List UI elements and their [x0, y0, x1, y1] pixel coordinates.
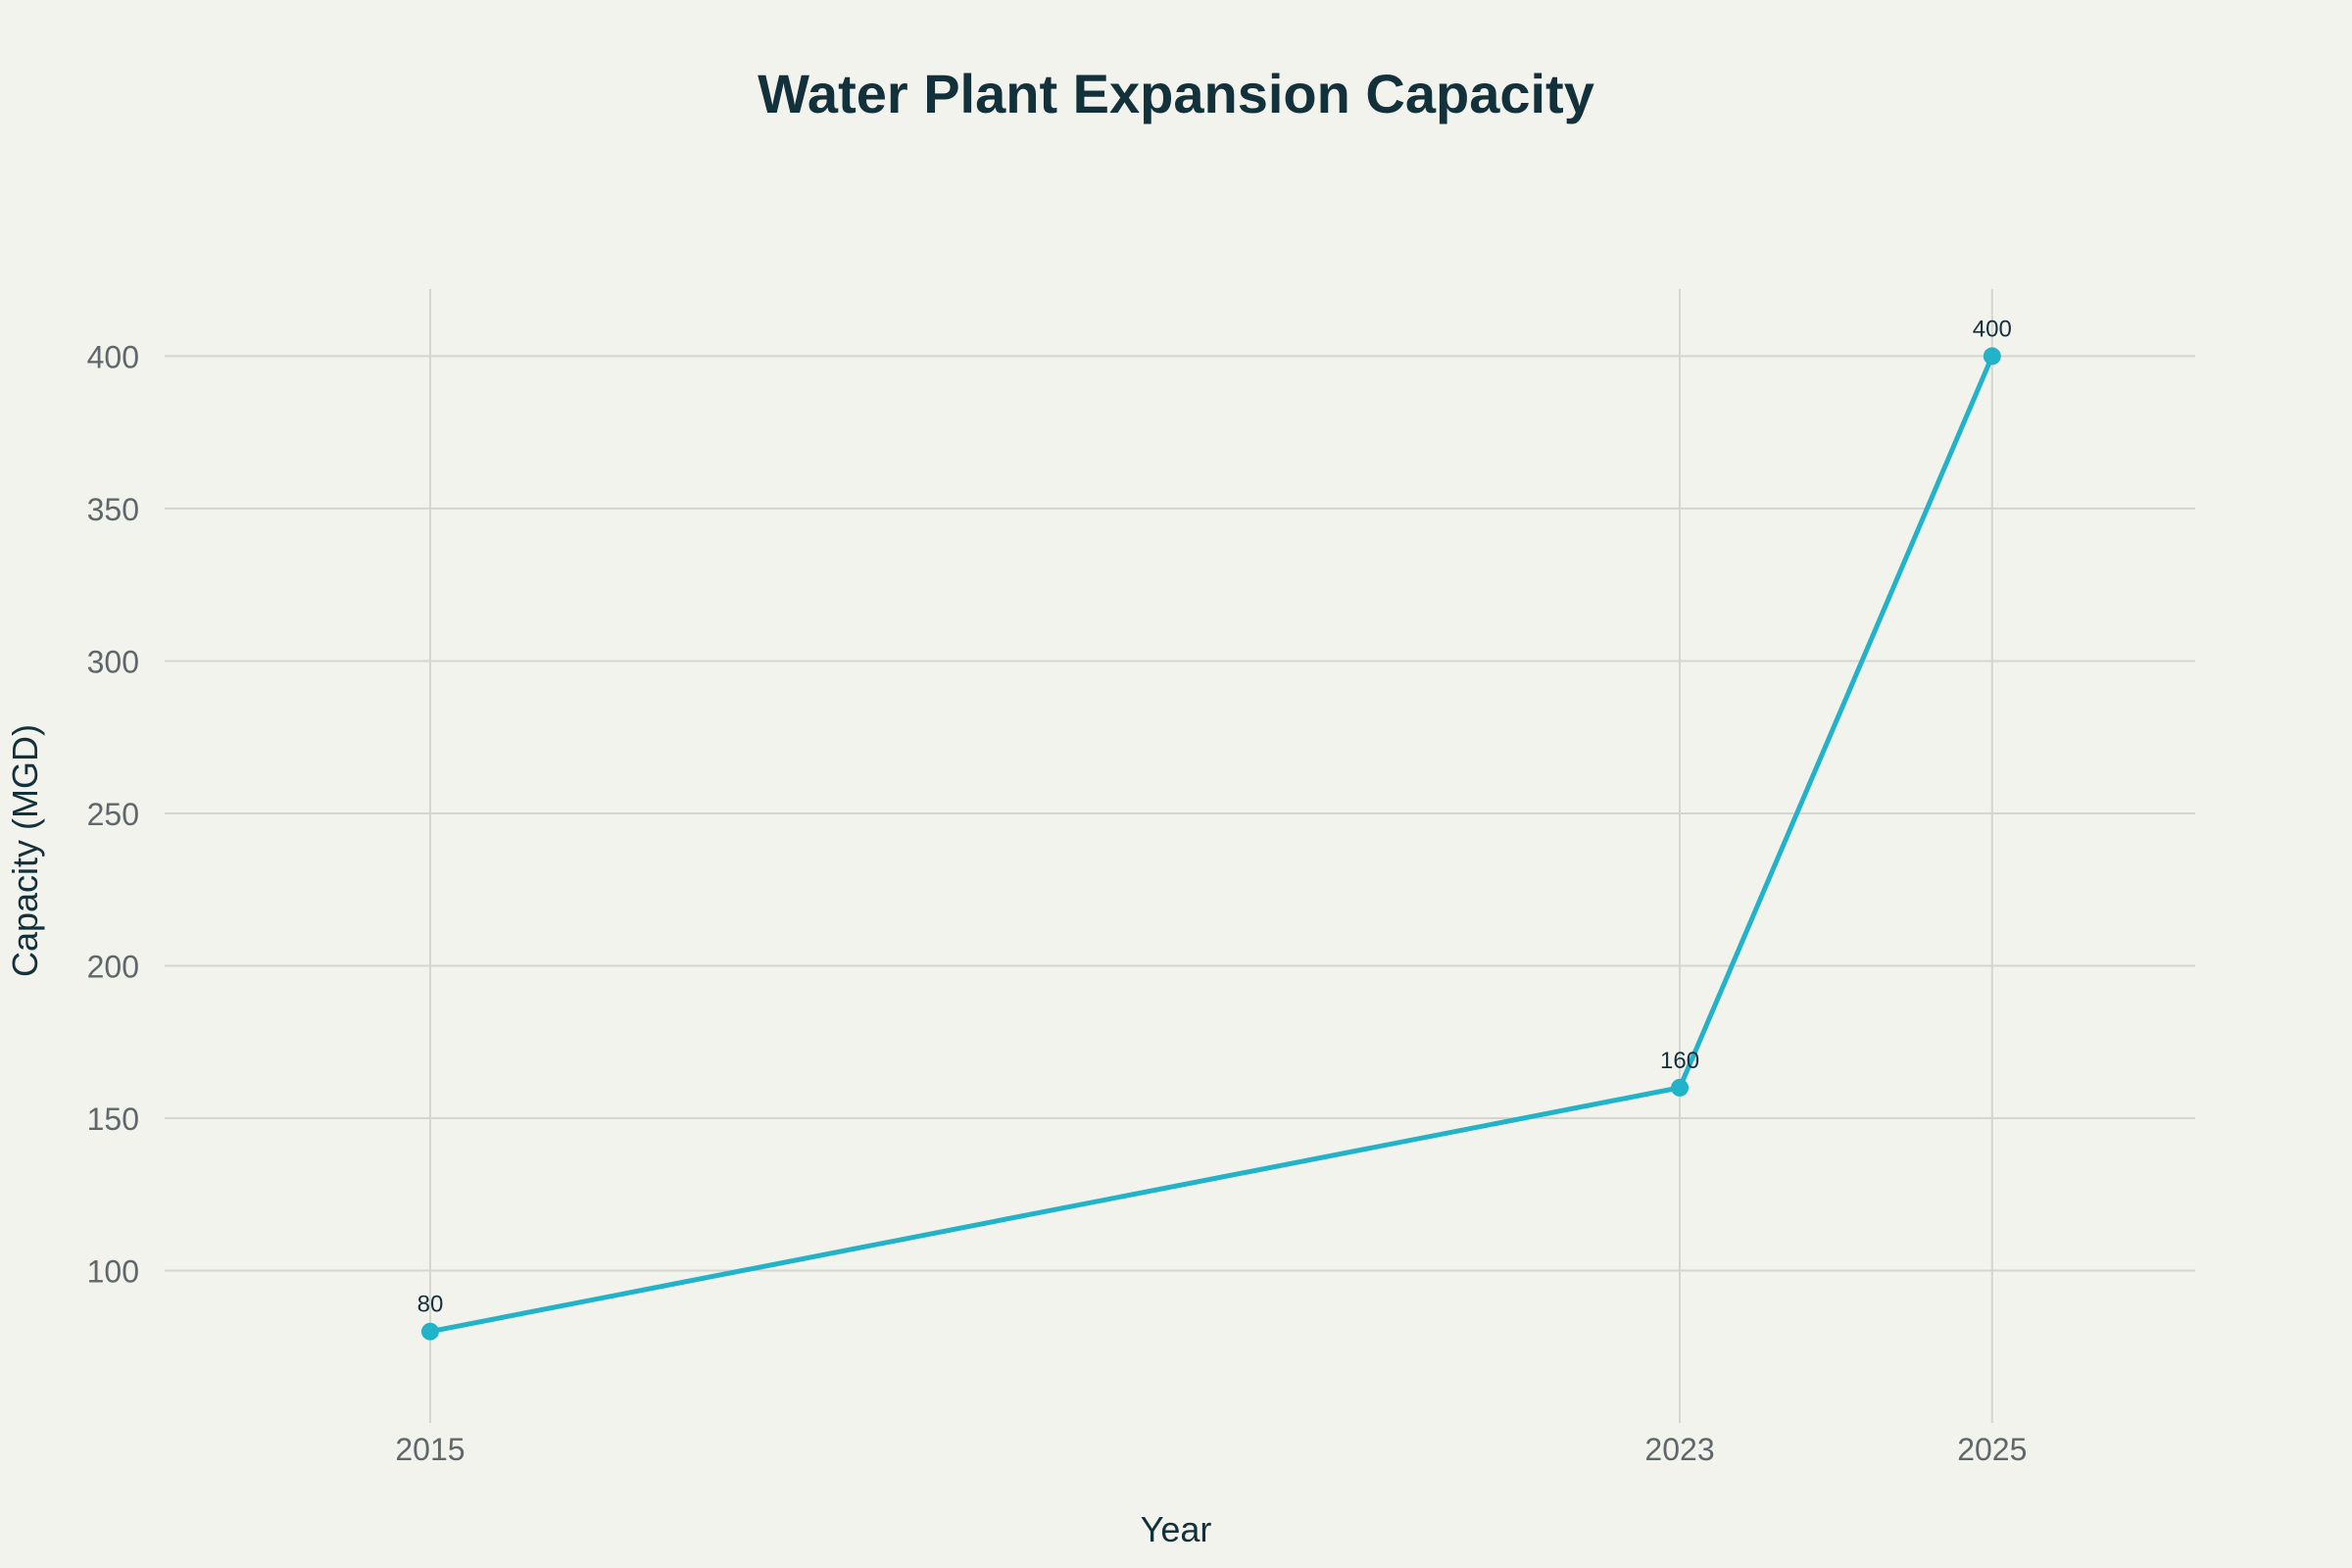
x-axis-title: Year [1141, 1509, 1212, 1549]
data-point[interactable] [1671, 1078, 1690, 1097]
y-tick-label: 350 [87, 492, 139, 527]
y-axis-ticks: 100 150 200 250 300 350 400 [87, 339, 139, 1289]
y-tick-label: 100 [87, 1253, 139, 1289]
series-line [427, 353, 1995, 1335]
x-tick-label: 2015 [395, 1432, 465, 1467]
y-tick-label: 150 [87, 1102, 139, 1137]
grid [165, 289, 2195, 1423]
data-point[interactable] [420, 1322, 439, 1341]
data-label: 400 [1973, 316, 2012, 342]
y-tick-label: 300 [87, 644, 139, 679]
x-tick-label: 2025 [1957, 1432, 2027, 1467]
x-axis-ticks: 2015 2023 2025 [395, 1432, 2027, 1467]
data-point[interactable] [1983, 347, 2001, 366]
chart-title: Water Plant Expansion Capacity [758, 63, 1594, 124]
data-label: 160 [1660, 1048, 1699, 1074]
data-label: 80 [417, 1292, 444, 1318]
y-axis-title: Capacity (MGD) [5, 724, 45, 977]
y-tick-label: 200 [87, 949, 139, 984]
series-layer: 80 160 400 [417, 316, 2012, 1341]
y-tick-label: 250 [87, 797, 139, 832]
x-tick-label: 2023 [1644, 1432, 1714, 1467]
y-tick-label: 400 [87, 339, 139, 374]
